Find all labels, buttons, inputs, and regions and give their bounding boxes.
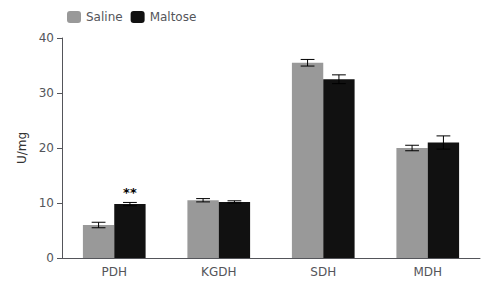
svg-text:SDH: SDH xyxy=(310,265,336,279)
svg-text:Saline: Saline xyxy=(86,10,123,24)
svg-text:30: 30 xyxy=(39,86,54,100)
svg-text:Maltose: Maltose xyxy=(150,10,197,24)
svg-text:0: 0 xyxy=(46,251,54,265)
svg-text:PDH: PDH xyxy=(102,265,128,279)
svg-text:**: ** xyxy=(123,185,137,200)
svg-text:20: 20 xyxy=(39,141,54,155)
svg-text:10: 10 xyxy=(39,196,54,210)
svg-text:KGDH: KGDH xyxy=(201,265,236,279)
svg-text:MDH: MDH xyxy=(413,265,442,279)
svg-text:U/mg: U/mg xyxy=(15,132,29,164)
svg-text:40: 40 xyxy=(39,31,54,45)
